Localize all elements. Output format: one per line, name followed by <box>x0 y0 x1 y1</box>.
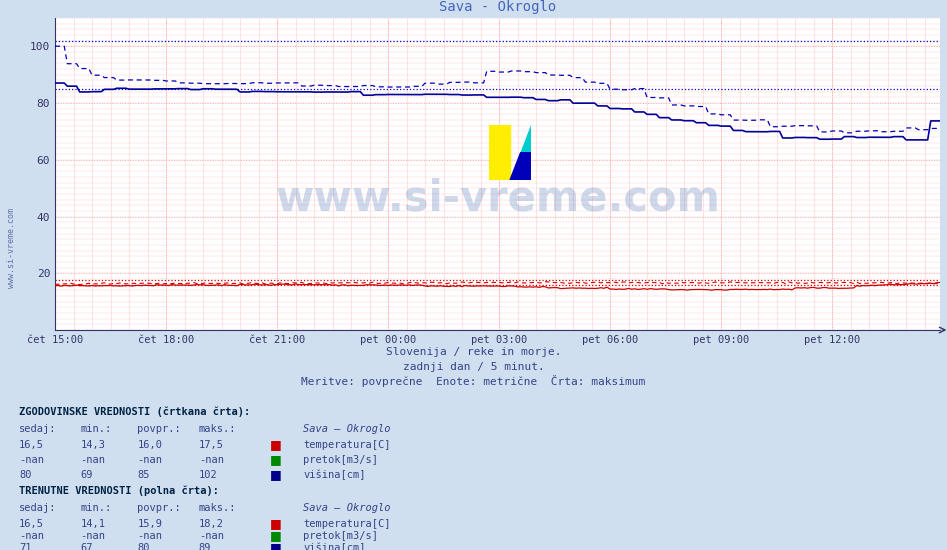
Text: -nan: -nan <box>80 531 105 541</box>
Text: sedaj:: sedaj: <box>19 424 57 434</box>
Text: pretok[m3/s]: pretok[m3/s] <box>303 531 378 541</box>
Polygon shape <box>521 153 531 180</box>
Text: maks.:: maks.: <box>199 503 237 513</box>
Text: -nan: -nan <box>137 455 162 465</box>
Text: -nan: -nan <box>19 531 44 541</box>
Text: 14,1: 14,1 <box>80 519 105 529</box>
Text: 80: 80 <box>19 470 31 480</box>
Text: 102: 102 <box>199 470 218 480</box>
Text: 16,5: 16,5 <box>19 519 44 529</box>
Text: pretok[m3/s]: pretok[m3/s] <box>303 455 378 465</box>
Text: 71: 71 <box>19 543 31 550</box>
Text: Sava – Okroglo: Sava – Okroglo <box>303 424 390 434</box>
Text: 18,2: 18,2 <box>199 519 223 529</box>
Text: TRENUTNE VREDNOSTI (polna črta):: TRENUTNE VREDNOSTI (polna črta): <box>19 486 219 496</box>
Text: sedaj:: sedaj: <box>19 503 57 513</box>
Text: 14,3: 14,3 <box>80 440 105 450</box>
Text: maks.:: maks.: <box>199 424 237 434</box>
Text: višina[cm]: višina[cm] <box>303 543 366 550</box>
Text: temperatura[C]: temperatura[C] <box>303 519 390 529</box>
Text: -nan: -nan <box>19 455 44 465</box>
Bar <box>489 125 509 180</box>
Text: 80: 80 <box>137 543 150 550</box>
Text: ZGODOVINSKE VREDNOSTI (črtkana črta):: ZGODOVINSKE VREDNOSTI (črtkana črta): <box>19 406 250 417</box>
Text: 16,0: 16,0 <box>137 440 162 450</box>
Text: ■: ■ <box>270 529 281 542</box>
Text: Sava – Okroglo: Sava – Okroglo <box>303 503 390 513</box>
Text: 67: 67 <box>80 543 93 550</box>
Text: 89: 89 <box>199 543 211 550</box>
Text: -nan: -nan <box>80 455 105 465</box>
Text: ■: ■ <box>270 438 281 451</box>
Title: Sava - Okroglo: Sava - Okroglo <box>438 0 556 14</box>
Text: povpr.:: povpr.: <box>137 503 181 513</box>
Text: 69: 69 <box>80 470 93 480</box>
Polygon shape <box>509 125 531 180</box>
Text: višina[cm]: višina[cm] <box>303 470 366 480</box>
Text: 16,5: 16,5 <box>19 440 44 450</box>
Text: 17,5: 17,5 <box>199 440 223 450</box>
Text: ■: ■ <box>270 453 281 466</box>
Text: www.si-vreme.com: www.si-vreme.com <box>275 178 720 220</box>
Text: 85: 85 <box>137 470 150 480</box>
Text: temperatura[C]: temperatura[C] <box>303 440 390 450</box>
Text: 15,9: 15,9 <box>137 519 162 529</box>
Text: min.:: min.: <box>80 424 112 434</box>
Text: zadnji dan / 5 minut.: zadnji dan / 5 minut. <box>402 362 545 372</box>
Text: Slovenija / reke in morje.: Slovenija / reke in morje. <box>385 347 562 357</box>
Text: ■: ■ <box>270 517 281 530</box>
Text: ■: ■ <box>270 541 281 550</box>
Text: min.:: min.: <box>80 503 112 513</box>
Text: povpr.:: povpr.: <box>137 424 181 434</box>
Text: -nan: -nan <box>137 531 162 541</box>
Text: Meritve: povprečne  Enote: metrične  Črta: maksimum: Meritve: povprečne Enote: metrične Črta:… <box>301 375 646 387</box>
Text: -nan: -nan <box>199 455 223 465</box>
Text: -nan: -nan <box>199 531 223 541</box>
Polygon shape <box>509 153 531 180</box>
Text: ■: ■ <box>270 468 281 481</box>
Text: www.si-vreme.com: www.si-vreme.com <box>7 207 16 288</box>
